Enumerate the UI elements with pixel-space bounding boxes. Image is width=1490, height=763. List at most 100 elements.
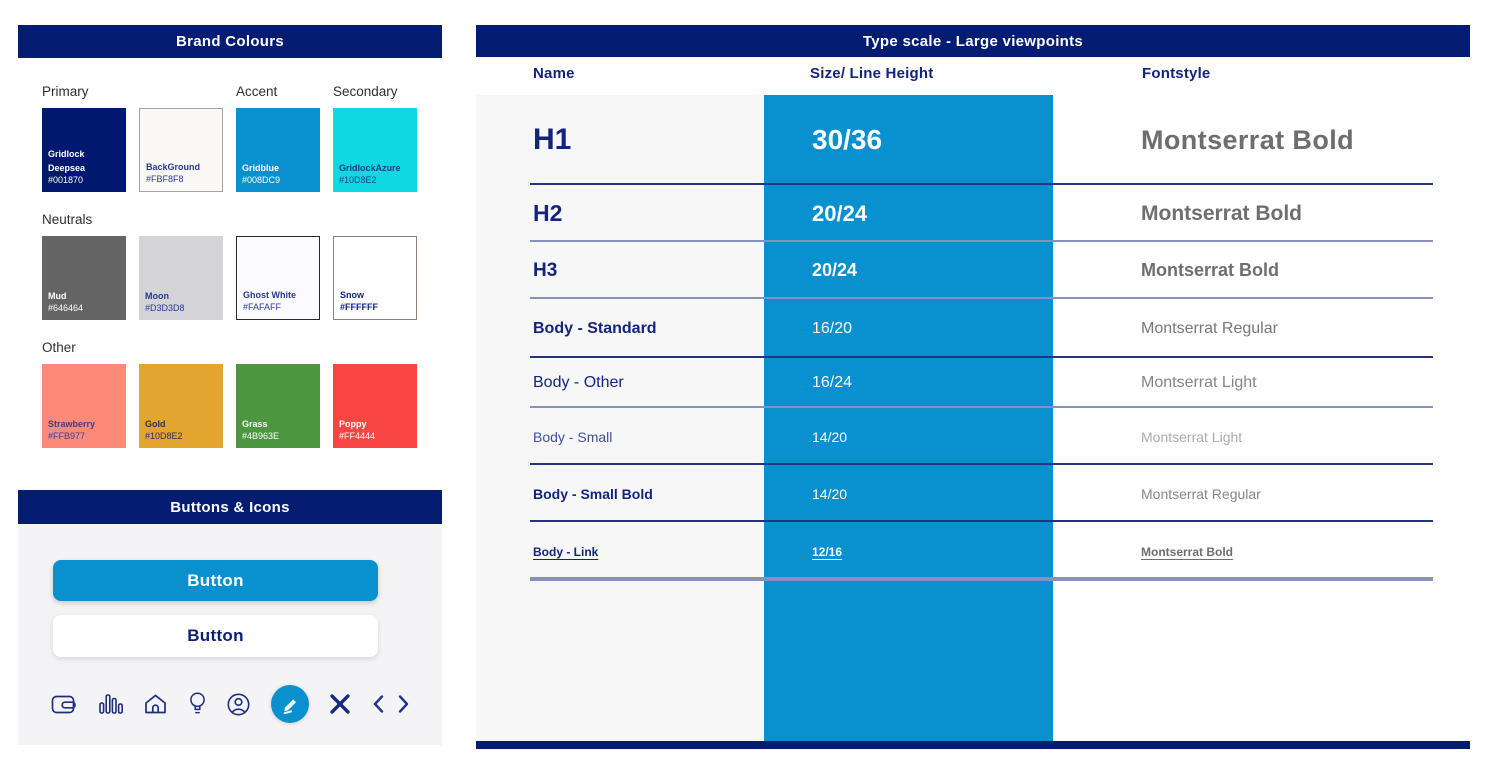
secondary-button[interactable]: Button [53,615,378,657]
swatch-group-labels: Primary Accent Secondary [42,84,417,99]
table-row-body-link: Body - Link 12/16 Montserrat Bold [476,522,1470,581]
type-scale-column-headers: Name Size/ Line Height Fontstyle [476,63,1470,93]
row-name: H1 [533,123,572,156]
swatch-hex: #FBF8F8 [146,174,184,185]
secondary-label: Secondary [333,84,398,99]
row-fontstyle: Montserrat Bold [1141,260,1280,280]
name-column-background [476,95,764,741]
buttons-icons-header: Buttons & Icons [18,490,442,524]
edit-icon[interactable] [270,685,309,723]
swatch-name: Gridlock Deepsea [48,149,86,173]
swatch-gridlockazure: GridlockAzure #10D8E2 [333,108,417,192]
table-row-body-standard: Body - Standard 16/20 Montserrat Regular [476,299,1470,358]
brand-colours-title: Brand Colours [175,33,285,50]
buttons-icons-panel: Button Button [18,524,442,745]
swatch-hex: #4B963E [242,431,280,442]
type-scale-table: H1 30/36 Montserrat Bold H2 20/24 Montse… [476,95,1470,741]
type-scale-footer-bar [476,741,1470,749]
column-header-name: Name [533,65,575,82]
table-row-h1: H1 30/36 Montserrat Bold [476,95,1470,185]
row-fontstyle: Montserrat Regular [1141,485,1261,502]
other-label: Other [42,340,76,355]
row-size: 12/16 [812,544,843,559]
swatch-hex: #001870 [48,175,84,186]
swatch-ghost-white: Ghost White #FAFAFF [236,236,320,320]
row-name[interactable]: Body - Link [533,544,599,559]
row-size: 20/24 [812,260,858,280]
swatch-hex: #FFFFFF [340,302,378,313]
brand-colours-header: Brand Colours [18,25,442,58]
swatch-name: Ghost White [243,289,296,300]
swatch-hex: #FFB977 [48,431,86,442]
swatch-hex: #10D8E2 [145,431,183,442]
row-size: 16/20 [812,319,853,337]
swatch-row-neutrals: Mud #646464 Moon #D3D3D8 Ghost White #FA… [42,236,417,320]
swatch-name: Moon [145,290,169,301]
swatch-mud: Mud #646464 [42,236,126,320]
swatch-name: Mud [48,290,67,301]
icons-row [51,674,410,734]
swatch-grass: Grass #4B963E [236,364,320,448]
type-scale-header: Type scale - Large viewpoints [476,25,1470,57]
row-name: H2 [533,200,563,226]
accent-label: Accent [236,84,278,99]
row-name: H3 [533,259,558,281]
swatch-name: Grass [242,418,268,429]
swatch-hex: #D3D3D8 [145,303,185,314]
swatch-hex: #008DC9 [242,175,281,186]
table-row-h3: H3 20/24 Montserrat Bold [476,242,1470,299]
swatch-name: Gold [145,418,166,429]
wallet-icon[interactable] [51,693,78,716]
table-row-body-small-bold: Body - Small Bold 14/20 Montserrat Regul… [476,465,1470,522]
swatch-name: Gridblue [242,162,280,173]
row-size: 16/24 [812,374,853,391]
swatch-name: Strawberry [48,418,96,429]
row-fontstyle: Montserrat Light [1141,374,1257,391]
close-icon[interactable] [328,692,352,716]
swatch-poppy: Poppy #FF4444 [333,364,417,448]
swatch-strawberry: Strawberry #FFB977 [42,364,126,448]
primary-label: Primary [42,84,89,99]
swatch-snow: Snow #FFFFFF [333,236,417,320]
row-size: 20/24 [812,200,868,226]
row-name: Body - Small Bold [533,485,653,502]
bar-chart-icon[interactable] [98,692,124,716]
row-fontstyle: Montserrat Bold [1141,124,1355,155]
row-fontstyle: Montserrat Regular [1141,319,1278,337]
swatch-name: Poppy [339,418,367,429]
swatch-name: BackGround [146,161,201,172]
row-size: 14/20 [812,428,848,445]
column-header-fontstyle: Fontstyle [1142,65,1211,82]
swatch-background: BackGround #FBF8F8 [139,108,223,192]
row-name: Body - Small [533,428,613,445]
primary-button[interactable]: Button [53,560,378,601]
row-name: Body - Other [533,374,624,391]
table-row-body-other: Body - Other 16/24 Montserrat Light [476,358,1470,408]
swatch-row-primary: Gridlock Deepsea #001870 BackGround #FBF… [42,108,417,192]
row-fontstyle: Montserrat Bold [1141,201,1303,225]
home-icon[interactable] [143,692,168,716]
user-icon[interactable] [226,692,251,717]
brand-colours-panel: Primary Accent Secondary Gridlock Deepse… [42,58,417,448]
swatch-row-other: Strawberry #FFB977 Gold #10D8E2 Grass #4… [42,364,417,448]
lightbulb-icon[interactable] [188,691,207,718]
type-scale-title: Type scale - Large viewpoints [862,32,1084,50]
swatch-name: Snow [340,289,364,300]
swatch-name: GridlockAzure [339,162,401,173]
row-name: Body - Standard [533,319,657,337]
code-icon[interactable] [372,694,410,714]
row-size: 30/36 [812,124,883,155]
table-row-body-small: Body - Small 14/20 Montserrat Light [476,408,1470,465]
swatch-gridlock-deepsea: Gridlock Deepsea #001870 [42,108,126,192]
swatch-hex: #646464 [48,303,84,314]
swatch-hex: #FAFAFF [243,302,282,313]
table-row-h2: H2 20/24 Montserrat Bold [476,185,1470,242]
column-header-size: Size/ Line Height [810,65,934,82]
buttons-icons-title: Buttons & Icons [170,498,290,516]
neutrals-label: Neutrals [42,212,93,227]
size-column-background [764,95,1053,741]
swatch-hex: #10D8E2 [339,175,377,186]
swatch-gold: Gold #10D8E2 [139,364,223,448]
swatch-moon: Moon #D3D3D8 [139,236,223,320]
row-fontstyle: Montserrat Bold [1141,544,1234,559]
